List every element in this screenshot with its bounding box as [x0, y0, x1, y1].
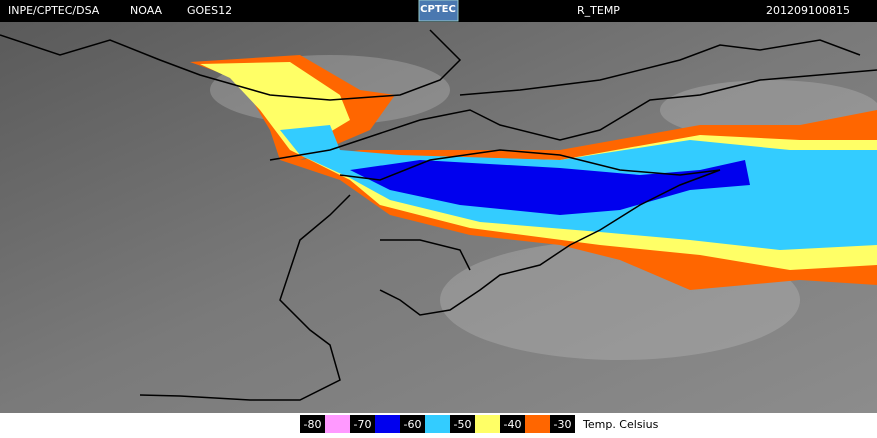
logo-badge [418, 0, 459, 22]
legend-swatch [525, 415, 550, 433]
legend-swatch [325, 415, 350, 433]
logo: CPTEC [420, 4, 456, 15]
legend-swatch [425, 415, 450, 433]
header-source: INPE/CPTEC/DSA [8, 4, 100, 17]
header-timestamp: 201209100815 [766, 4, 850, 17]
legend-label-box [400, 415, 425, 433]
borders [0, 29, 877, 401]
legend-label: -60 [404, 418, 422, 431]
legend-label: -70 [354, 418, 372, 431]
legend-label-box [550, 415, 575, 433]
header-product: R_TEMP [577, 4, 620, 17]
legend-unit: Temp. Celsius [582, 418, 659, 431]
legend-swatch [475, 415, 500, 433]
legend-label-box [450, 415, 475, 433]
header-satellite: GOES12 [187, 4, 232, 17]
cloud-bands [190, 55, 877, 290]
header-agency: NOAA [130, 4, 163, 17]
legend: -80 -70 -60 -50 -40 -30 Temp. Celsius [300, 415, 659, 433]
legend-label: -30 [554, 418, 572, 431]
legend-label: -40 [504, 418, 522, 431]
legend-label-box [300, 415, 325, 433]
legend-label: -80 [304, 418, 322, 431]
legend-label-box [500, 415, 525, 433]
legend-label: -50 [454, 418, 472, 431]
legend-swatch [375, 415, 400, 433]
legend-label-box [350, 415, 375, 433]
